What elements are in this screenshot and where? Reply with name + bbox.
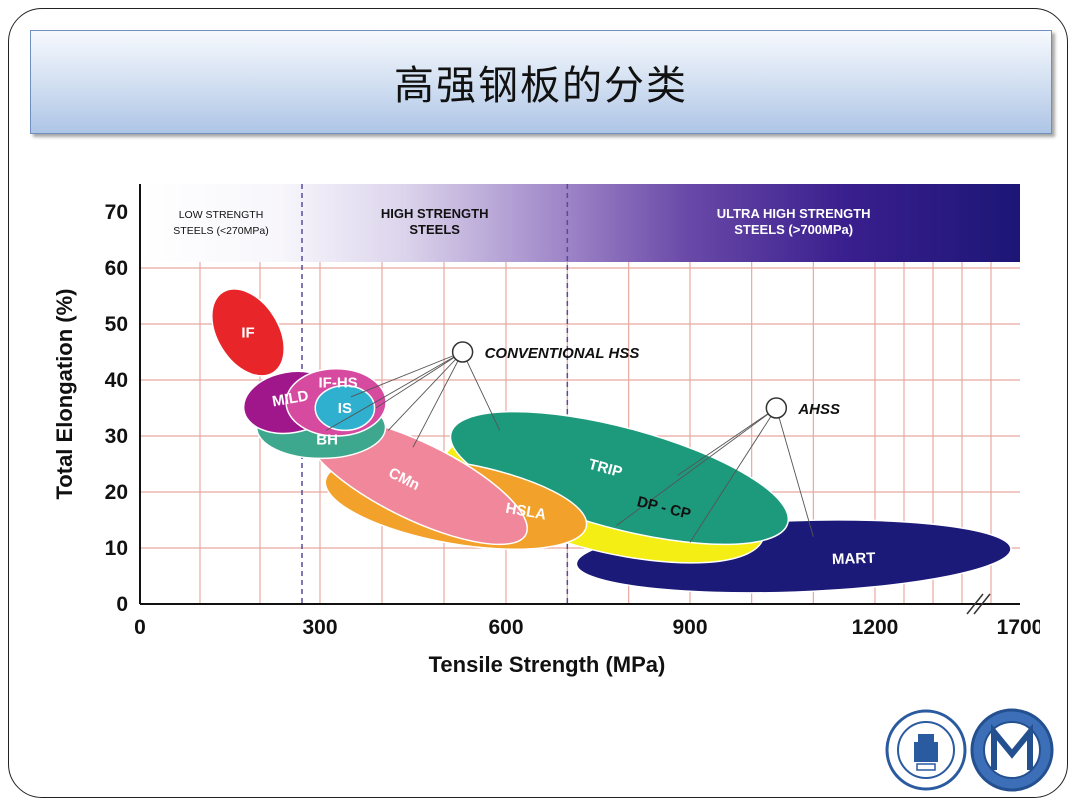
steel-classification-chart: LOW STRENGTH STEELS (<270MPa) HIGH STRENGT…: [52, 184, 1040, 677]
band-label-line2: STEELS (<270MPa): [173, 225, 268, 237]
region-label: IF: [241, 324, 254, 341]
axis-break-mark: [966, 593, 991, 615]
y-tick-label: 20: [105, 481, 128, 504]
y-tick-label: 0: [116, 593, 128, 616]
y-tick-label: 40: [105, 369, 128, 392]
y-axis-label: Total Elongation (%): [52, 288, 77, 499]
y-tick-label: 70: [105, 201, 128, 224]
steel-regions: [211, 288, 1012, 594]
y-tick-label: 10: [105, 537, 128, 560]
leader-line: [412, 351, 463, 448]
leader-line: [387, 351, 463, 431]
x-tick-label: 900: [672, 616, 707, 639]
annotation-leaders: [325, 351, 814, 543]
band-label-line1: LOW STRENGTH: [179, 209, 264, 221]
x-axis-label: Tensile Strength (MPa): [429, 652, 666, 677]
slide-title: 高强钢板的分类: [394, 63, 688, 109]
region-is: [314, 384, 376, 432]
region-label: HSLA: [504, 500, 547, 524]
x-tick-label: 1200: [852, 616, 899, 639]
region-label: IS: [338, 400, 352, 417]
band-label-line1: HIGH STRENGTH: [381, 206, 489, 221]
annotation-label: AHSS: [797, 401, 840, 418]
leader-line: [350, 351, 463, 398]
x-tick-label: 1700: [997, 616, 1040, 639]
band-label-line2: STEELS: [409, 222, 460, 237]
leader-line: [689, 407, 777, 543]
x-tick-label: 600: [488, 616, 523, 639]
band-labels: LOW STRENGTH STEELS (<270MPa) HIGH STRENGT…: [173, 206, 870, 237]
y-tick-labels: 0 10 20 30 40 50 60 70: [105, 201, 128, 616]
y-tick-label: 50: [105, 313, 128, 336]
leader-line: [677, 407, 777, 476]
region-label: BH: [316, 432, 338, 449]
x-tick-labels: 0 300 600 900 1200 1700: [134, 616, 1040, 639]
annotation-label: CONVENTIONAL HSS: [485, 345, 640, 362]
region-label: MART: [832, 550, 876, 569]
x-tick-label: 0: [134, 616, 146, 639]
annotations: CONVENTIONAL HSS AHSS: [451, 341, 840, 419]
school-emblem-logo: [970, 708, 1054, 792]
y-tick-label: 60: [105, 257, 128, 280]
annotation-marker: [765, 397, 788, 419]
band-label-line2: STEELS (>700MPa): [734, 222, 853, 237]
x-tick-label: 300: [302, 616, 337, 639]
sjtu-seal-logo: [885, 709, 967, 791]
university-logos: [885, 708, 1054, 792]
band-label-line1: ULTRA HIGH STRENGTH: [717, 206, 871, 221]
leader-line: [462, 351, 501, 431]
annotation-marker: [451, 341, 474, 363]
leader-line: [325, 351, 463, 431]
region-trip: [449, 410, 790, 546]
slide-title-bar: 高强钢板的分类: [30, 30, 1052, 134]
leader-line: [616, 407, 777, 526]
leader-line: [775, 407, 814, 537]
strength-band-header: [140, 184, 1020, 262]
y-tick-label: 30: [105, 425, 128, 448]
slide-frame: [8, 8, 1068, 798]
leader-line: [375, 351, 463, 409]
region-if: [211, 288, 285, 377]
region-label: MILD: [271, 387, 310, 410]
region-label: IF-HS: [319, 374, 358, 391]
